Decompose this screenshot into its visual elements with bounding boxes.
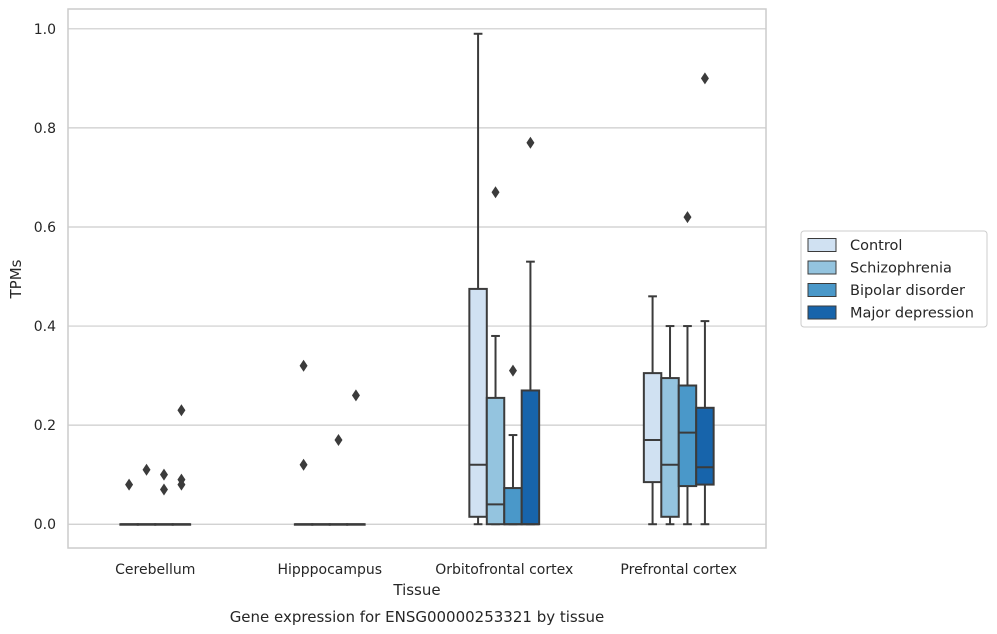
box-1-1 (311, 523, 331, 526)
y-tick-label: 0.6 (34, 220, 56, 236)
y-tick-label: 0.2 (34, 418, 56, 434)
box-body (520, 389, 541, 526)
outlier-point (683, 211, 692, 224)
legend-swatch (807, 260, 837, 275)
box-3-1 (660, 325, 680, 526)
box-body (642, 372, 663, 484)
outlier-point (177, 404, 186, 417)
box-0-0 (119, 478, 139, 526)
outlier-point (299, 359, 308, 372)
box-body (660, 377, 680, 518)
chart-caption: Gene expression for ENSG00000253321 by t… (230, 608, 605, 626)
y-tick-label: 0.8 (34, 121, 56, 137)
box-body (677, 384, 698, 488)
box-2-0 (468, 32, 488, 526)
y-axis-label: TPMs (7, 259, 25, 299)
outlier-point (700, 72, 709, 85)
box-2-3 (520, 136, 541, 526)
legend-swatch (807, 283, 837, 297)
box-1-3 (346, 389, 366, 526)
outlier-point (125, 478, 134, 491)
outlier-point (526, 136, 535, 149)
box-3-0 (642, 295, 663, 526)
legend: Control Schizophrenia Bipolar disorder Majo… (800, 230, 988, 328)
box-2-2 (503, 364, 523, 526)
outlier-point (351, 389, 360, 402)
legend-frame (800, 230, 988, 328)
box-1-2 (328, 434, 349, 526)
box-0-1 (136, 463, 157, 526)
outlier-point (299, 458, 308, 471)
box-body (695, 406, 715, 486)
x-tick-labels: Cerebellum Hipppocampus Orbitofrontal cort… (115, 562, 737, 578)
outlier-point (334, 434, 343, 447)
legend-label: Schizophrenia (850, 261, 952, 277)
x-tick-label: Prefrontal cortex (620, 562, 737, 578)
y-tick-label: 0.0 (34, 517, 56, 533)
box-body (468, 287, 488, 518)
y-tick-label: 0.4 (34, 319, 56, 335)
y-tick-label: 1.0 (34, 22, 56, 38)
box-0-3 (171, 404, 192, 526)
box-3-3 (695, 72, 715, 526)
outlier-point (177, 478, 186, 491)
legend-label: Control (850, 238, 902, 254)
legend-swatch (807, 305, 837, 320)
x-tick-label: Cerebellum (115, 562, 195, 578)
box-body (485, 396, 506, 526)
outlier-point (159, 483, 168, 496)
plot-frame (67, 8, 767, 549)
outlier-point (508, 364, 517, 377)
outlier-point (159, 468, 168, 481)
box-body (503, 487, 523, 526)
x-tick-label: Hipppocampus (277, 562, 382, 578)
box-1-0 (293, 359, 314, 526)
outlier-point (491, 186, 500, 199)
legend-swatch (807, 238, 837, 252)
box-2-1 (485, 186, 506, 526)
x-tick-label: Orbitofrontal cortex (435, 562, 573, 578)
legend-label: Bipolar disorder (850, 283, 965, 299)
box-3-2 (677, 211, 698, 526)
box-0-2 (154, 468, 174, 526)
y-tick-labels: 0.0 0.2 0.4 0.6 0.8 1.0 (34, 22, 56, 533)
outlier-point (142, 463, 151, 476)
boxes (119, 32, 715, 526)
x-axis-label: Tissue (392, 581, 440, 599)
legend-label: Major depression (850, 306, 974, 322)
